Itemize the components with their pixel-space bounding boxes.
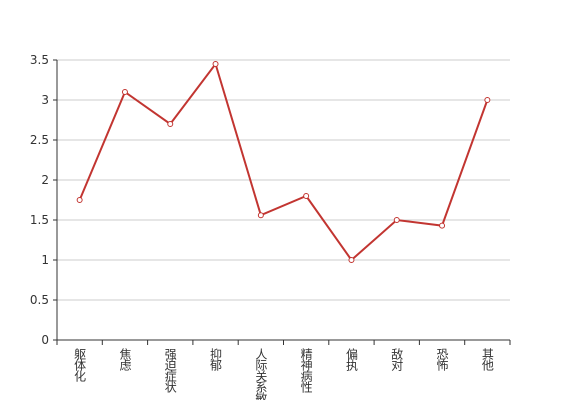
x-tick-label: 躯体化 — [73, 347, 87, 383]
y-tick-label: 0.5 — [30, 293, 49, 307]
y-tick-label: 1.5 — [30, 213, 49, 227]
point — [393, 217, 400, 223]
x-tick-label: 抑郁 — [209, 347, 223, 372]
point — [439, 222, 446, 229]
point — [303, 193, 310, 199]
y-tick-label: 3.5 — [30, 53, 49, 67]
x-tick-label: 强迫症状 — [163, 348, 177, 393]
point — [348, 257, 355, 263]
y-tick-label: 3 — [41, 93, 49, 107]
x-tick-label: 精神病性 — [299, 348, 313, 394]
x-tick-label: 敌对 — [390, 347, 404, 371]
point — [121, 89, 128, 95]
point — [76, 197, 83, 203]
point — [212, 61, 219, 67]
x-tick-label: 人际关系敏感 — [254, 348, 268, 400]
point — [257, 212, 264, 219]
x-tick-label: 其他 — [480, 348, 494, 371]
y-tick-label: 0 — [41, 333, 49, 347]
x-tick-label: 偏执 — [344, 347, 358, 372]
line — [78, 61, 489, 262]
x-tick-label: 焦虑 — [118, 348, 132, 371]
point — [167, 121, 174, 127]
y-tick-label: 2 — [41, 173, 49, 187]
y-tick-label: 1 — [41, 253, 49, 267]
point — [484, 97, 491, 103]
x-tick-label: 恐怖 — [435, 348, 449, 371]
y-tick-label: 2.5 — [30, 133, 49, 147]
